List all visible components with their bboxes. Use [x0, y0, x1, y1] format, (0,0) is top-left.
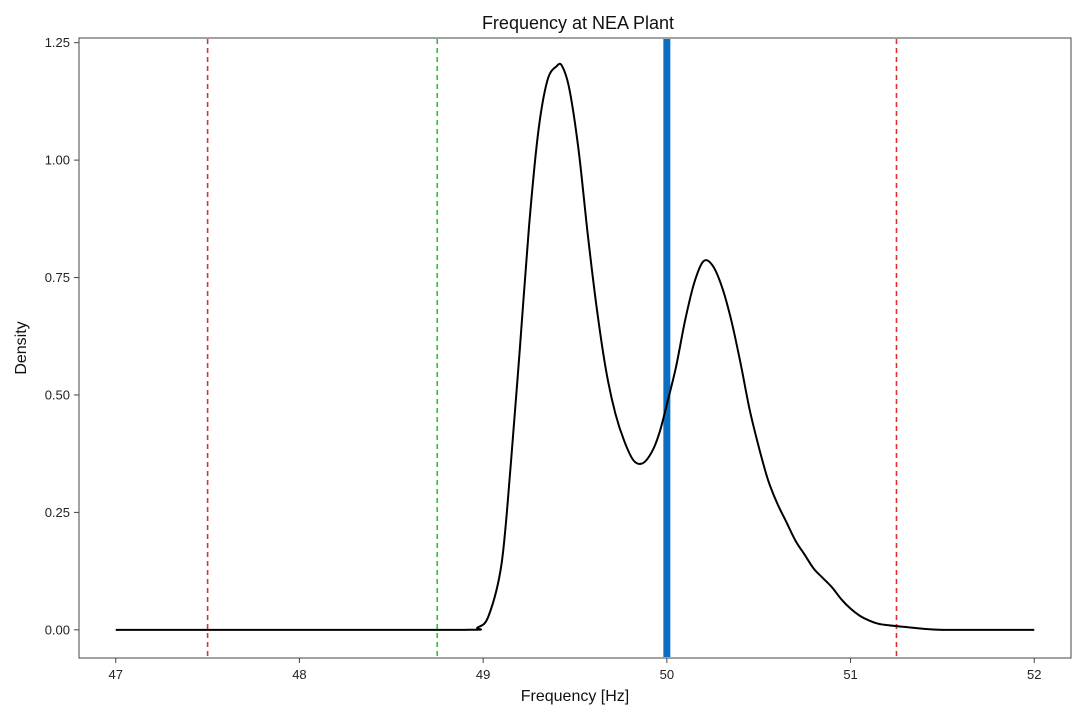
chart-title: Frequency at NEA Plant: [482, 13, 674, 33]
y-axis-title: Density: [13, 321, 30, 374]
plot-frame: [78, 37, 1072, 659]
y-tick-label-0.50: 0.50: [45, 387, 70, 402]
x-tick-label-47: 47: [109, 667, 123, 682]
y-tick-label-0.00: 0.00: [45, 622, 70, 637]
y-tick-label-1.00: 1.00: [45, 153, 70, 168]
series-layer: [115, 62, 1035, 631]
x-tick-label-50: 50: [660, 667, 674, 682]
y-tick-label-1.25: 1.25: [45, 35, 70, 50]
x-axis-title: Frequency [Hz]: [521, 688, 629, 705]
x-tick-label-52: 52: [1027, 667, 1041, 682]
y-tick-label-0.75: 0.75: [45, 270, 70, 285]
reference-lines: [206, 39, 898, 657]
x-axis: 47 48 49 50 51 52: [109, 658, 1041, 682]
y-axis: 0.00 0.25 0.50 0.75 1.00 1.25: [45, 35, 79, 637]
y-tick-label-0.25: 0.25: [45, 505, 70, 520]
density-curve-1: [115, 62, 1035, 631]
x-tick-label-49: 49: [476, 667, 490, 682]
x-tick-label-51: 51: [843, 667, 857, 682]
x-tick-label-48: 48: [292, 667, 306, 682]
